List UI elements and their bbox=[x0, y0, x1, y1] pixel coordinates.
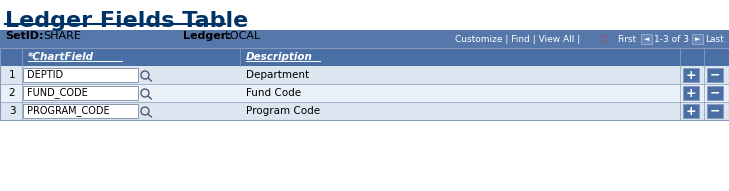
Bar bbox=[0, 84, 729, 102]
Bar bbox=[0, 48, 729, 66]
FancyBboxPatch shape bbox=[707, 68, 723, 82]
Text: Ledger:: Ledger: bbox=[183, 31, 230, 41]
Text: −: − bbox=[709, 87, 720, 100]
FancyBboxPatch shape bbox=[23, 104, 138, 118]
FancyBboxPatch shape bbox=[23, 68, 138, 82]
Text: +: + bbox=[685, 69, 696, 82]
Text: 1: 1 bbox=[9, 70, 15, 80]
FancyBboxPatch shape bbox=[683, 104, 699, 118]
Text: +: + bbox=[685, 87, 696, 100]
Text: ◄: ◄ bbox=[644, 36, 649, 42]
Text: Description: Description bbox=[246, 52, 313, 62]
FancyBboxPatch shape bbox=[683, 68, 699, 82]
Text: Customize | Find | View All |: Customize | Find | View All | bbox=[455, 35, 580, 44]
Text: 3: 3 bbox=[9, 106, 15, 116]
FancyBboxPatch shape bbox=[692, 34, 703, 44]
Text: DEPTID: DEPTID bbox=[27, 70, 63, 80]
Text: ⬛: ⬛ bbox=[601, 35, 607, 44]
Bar bbox=[0, 102, 729, 120]
Text: 2: 2 bbox=[9, 88, 15, 98]
Text: First: First bbox=[617, 35, 636, 44]
Text: *ChartField: *ChartField bbox=[28, 52, 94, 62]
FancyBboxPatch shape bbox=[641, 34, 652, 44]
Text: Ledger Fields Table: Ledger Fields Table bbox=[5, 11, 249, 31]
Text: PROGRAM_CODE: PROGRAM_CODE bbox=[27, 106, 109, 117]
Text: SetID:: SetID: bbox=[5, 31, 44, 41]
FancyBboxPatch shape bbox=[707, 86, 723, 100]
Bar bbox=[0, 48, 729, 120]
Text: −: − bbox=[709, 69, 720, 82]
Text: Last: Last bbox=[705, 35, 724, 44]
FancyBboxPatch shape bbox=[707, 104, 723, 118]
Text: FUND_CODE: FUND_CODE bbox=[27, 87, 87, 98]
Bar bbox=[0, 66, 729, 84]
Text: LOCAL: LOCAL bbox=[225, 31, 261, 41]
Text: Program Code: Program Code bbox=[246, 106, 320, 116]
Text: +: + bbox=[685, 104, 696, 117]
Text: 1-3 of 3: 1-3 of 3 bbox=[654, 35, 689, 44]
Text: ►: ► bbox=[695, 36, 700, 42]
FancyBboxPatch shape bbox=[23, 86, 138, 100]
Text: Fund Code: Fund Code bbox=[246, 88, 301, 98]
Text: −: − bbox=[709, 104, 720, 117]
Bar bbox=[0, 30, 729, 48]
Text: SHARE: SHARE bbox=[43, 31, 81, 41]
Text: Department: Department bbox=[246, 70, 309, 80]
FancyBboxPatch shape bbox=[683, 86, 699, 100]
